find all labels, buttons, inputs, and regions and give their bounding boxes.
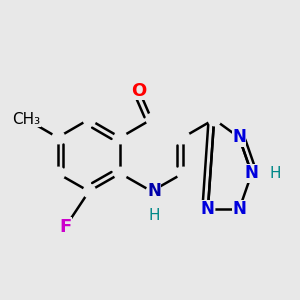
Text: N: N <box>232 128 246 146</box>
Text: O: O <box>131 82 147 100</box>
Text: H: H <box>269 166 281 181</box>
Text: H: H <box>148 208 160 223</box>
Text: N: N <box>245 164 259 182</box>
Text: N: N <box>201 200 215 218</box>
Text: N: N <box>147 182 161 200</box>
Text: F: F <box>59 218 72 236</box>
Text: N: N <box>232 200 246 218</box>
Text: CH₃: CH₃ <box>12 112 40 127</box>
